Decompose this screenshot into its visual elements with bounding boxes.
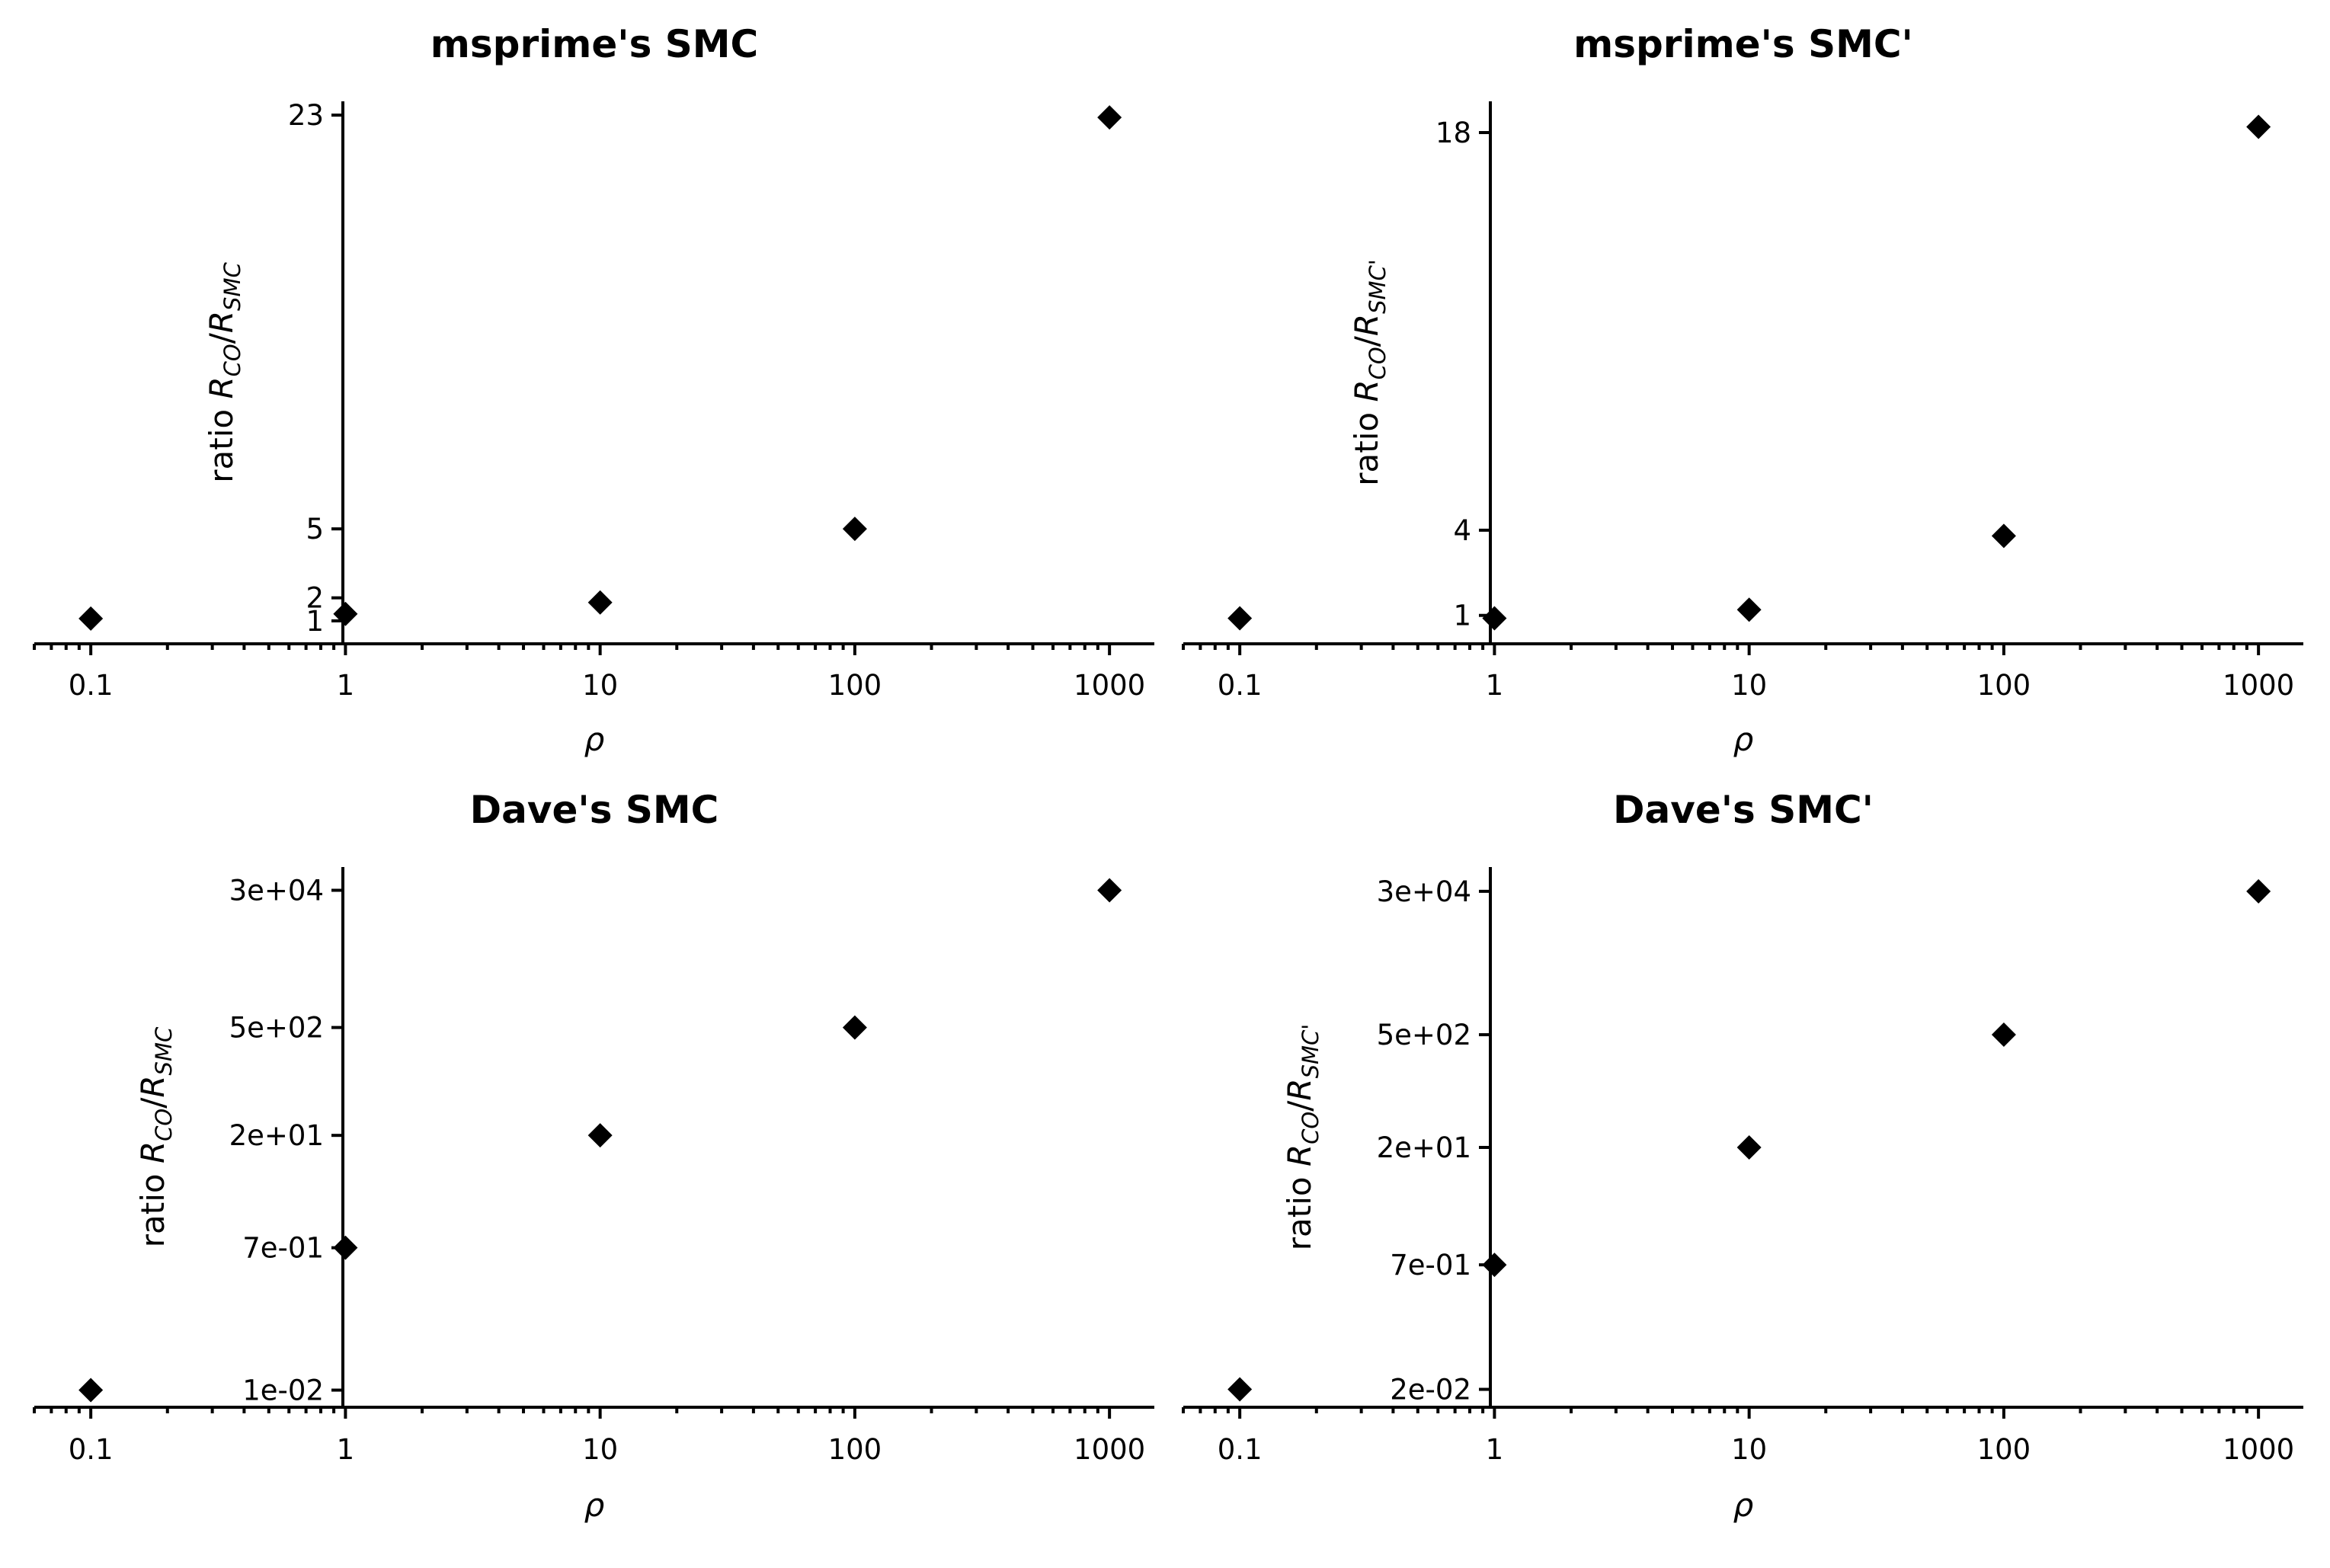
subplot-3: Dave's SMC 0.1 1 10 100 1000 ρ 1e-02 7e-01 2e+01 5… — [33, 788, 1154, 1524]
x-axis-label: ρ — [584, 721, 605, 758]
y-tick-label: 5e+02 — [1377, 1019, 1471, 1051]
x-tick-label: 100 — [828, 669, 882, 702]
y-tick-label: 2e+01 — [1377, 1131, 1471, 1164]
y-tick-label: 2 — [306, 582, 324, 615]
x-tick-label: 1000 — [2223, 1433, 2294, 1466]
x-tick-label: 10 — [1731, 669, 1767, 702]
data-point — [1991, 523, 2016, 549]
x-tick-label: 10 — [582, 669, 618, 702]
chart-title: Dave's SMC — [470, 788, 719, 832]
y-axis-label: ratio RCO/RSMC — [134, 1026, 177, 1247]
y-tick-label: 23 — [288, 99, 324, 132]
y-tick-label: 7e-01 — [242, 1232, 324, 1265]
chart-title: msprime's SMC' — [1573, 22, 1913, 66]
x-tick-label: 100 — [1977, 669, 2031, 702]
x-tick-label: 100 — [828, 1433, 882, 1466]
y-axis-label: ratio RCO/RSMC' — [1281, 1024, 1323, 1250]
x-tick-label: 0.1 — [69, 1433, 114, 1466]
x-tick-label: 1000 — [2223, 669, 2294, 702]
data-point — [1736, 597, 1762, 622]
y-tick-label: 18 — [1435, 117, 1471, 149]
subplot-4: Dave's SMC' 0.1 1 10 100 1000 ρ 2e-02 7e-01 2e+01… — [1182, 788, 2303, 1524]
x-tick-label: 100 — [1977, 1433, 2031, 1466]
y-tick-label: 1e-02 — [242, 1374, 324, 1407]
data-point — [78, 606, 104, 631]
y-tick-label: 7e-01 — [1390, 1249, 1471, 1282]
y-axis-label: ratio RCO/RSMC — [203, 262, 245, 483]
x-axis-label: ρ — [584, 1486, 605, 1524]
data-point — [333, 601, 358, 626]
y-tick-label: 1 — [306, 605, 324, 638]
data-point — [78, 1378, 104, 1403]
chart-title: Dave's SMC' — [1613, 788, 1874, 832]
data-point — [1097, 105, 1122, 130]
y-tick-label: 2e+01 — [229, 1119, 324, 1152]
x-axis-label: ρ — [1733, 1486, 1754, 1524]
data-point — [587, 1123, 613, 1148]
data-point — [1991, 1022, 2016, 1048]
data-point — [2246, 114, 2271, 139]
y-tick-label: 5 — [306, 513, 324, 546]
data-point — [842, 1015, 867, 1040]
chart-title: msprime's SMC — [430, 22, 758, 66]
data-point — [1227, 606, 1253, 631]
x-tick-label: 0.1 — [1218, 669, 1263, 702]
x-axis-label: ρ — [1733, 721, 1754, 758]
data-point — [587, 590, 613, 615]
y-tick-label: 4 — [1453, 514, 1471, 547]
y-tick-label: 2e-02 — [1390, 1374, 1471, 1406]
data-point — [2246, 878, 2271, 904]
data-point — [1227, 1377, 1253, 1402]
y-tick-label: 3e+04 — [229, 874, 324, 907]
y-tick-label: 3e+04 — [1377, 875, 1471, 908]
y-axis-label: ratio RCO/RSMC' — [1348, 259, 1391, 485]
data-point — [333, 1235, 358, 1260]
x-tick-label: 0.1 — [69, 669, 114, 702]
subplot-2: msprime's SMC' 0.1 1 10 100 1000 ρ 1 4 18 ratio RC… — [1182, 22, 2303, 758]
x-tick-label: 1 — [337, 1433, 355, 1466]
data-point — [842, 517, 867, 542]
x-tick-label: 10 — [582, 1433, 618, 1466]
x-tick-label: 10 — [1731, 1433, 1767, 1466]
x-tick-label: 1000 — [1074, 669, 1145, 702]
data-point — [1736, 1135, 1762, 1160]
y-tick-label: 1 — [1453, 600, 1471, 632]
data-point — [1482, 606, 1507, 631]
x-tick-label: 0.1 — [1218, 1433, 1263, 1466]
x-tick-label: 1 — [1486, 1433, 1504, 1466]
x-tick-label: 1000 — [1074, 1433, 1145, 1466]
x-tick-label: 1 — [337, 669, 355, 702]
y-tick-label: 5e+02 — [229, 1012, 324, 1045]
data-point — [1482, 1253, 1507, 1278]
x-tick-label: 1 — [1486, 669, 1504, 702]
data-point — [1097, 878, 1122, 903]
